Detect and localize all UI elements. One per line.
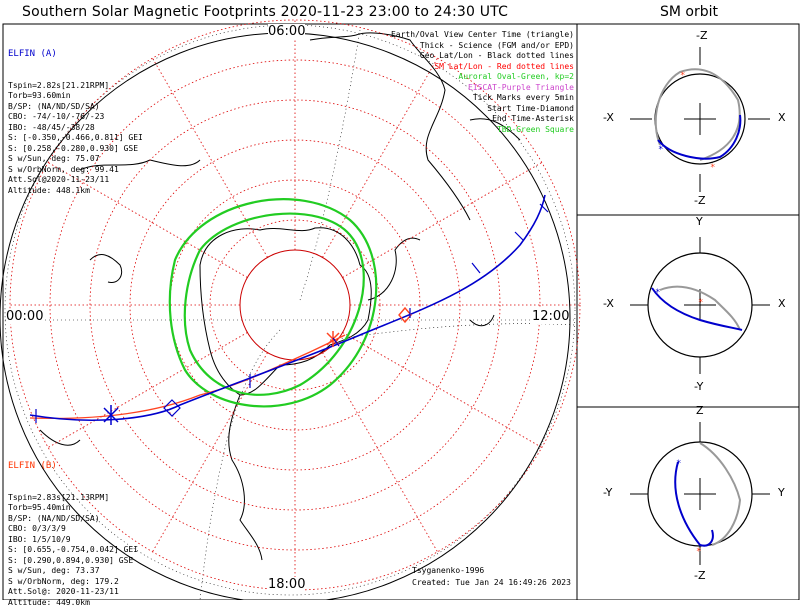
elfin-a-info-line: Altitude: 448.1km <box>8 186 143 197</box>
orbit-axis-left: -Y <box>603 486 612 499</box>
orbit-axis-right: X <box>778 297 786 310</box>
elfin-b-info-line: CBO: 0/3/3/9 <box>8 524 138 535</box>
elfin-b-info: ELFIN (B) Tspin=2.83s[21.13RPM]Torb=95.4… <box>8 440 138 608</box>
elfin-b-info-line: Altitude: 449.0km <box>8 598 138 608</box>
svg-text:*: * <box>696 547 701 557</box>
svg-text:*: * <box>658 145 663 155</box>
model-note: Tsyganenko-1996 <box>412 566 484 575</box>
orbit-panel-xz: * * * <box>630 47 770 192</box>
orbit-panel-xy: ** <box>630 237 770 374</box>
auroral-oval <box>170 199 376 406</box>
elfin-a-info-line: S: [-0.350,-0.466,0.811] GEI <box>8 133 143 144</box>
elfin-b-info-line: S w/OrbNorm, deg: 179.2 <box>8 577 138 588</box>
orbit-axis-right: X <box>778 111 786 124</box>
elfin-a-track <box>30 195 545 420</box>
legend-item: End Time-Asterisk <box>391 114 574 125</box>
elfin-b-info-line: S: [0.655,-0.754,0.042] GEI <box>8 545 138 556</box>
elfin-b-info-line: Torb=95.40min <box>8 503 138 514</box>
elfin-b-info-line: IBO: 1/5/10/9 <box>8 535 138 546</box>
orbit-axis-left: -X <box>603 297 614 310</box>
legend-item: Thick - Science (FGM and/or EPD) <box>391 41 574 52</box>
elfin-a-info-line: S: [0.258,-0.280,0.930] GSE <box>8 144 143 155</box>
elfin-a-info-line: IBO: -48/45/-38/28 <box>8 123 143 134</box>
orbit-axis-bottom: -Z <box>694 194 706 207</box>
legend-item: Auroral Oval-Green, kp=2 <box>391 72 574 83</box>
elfin-a-info-line: Att.Sol@2020-11-23/11 <box>8 175 143 186</box>
elfin-a-info-line: Torb=93.60min <box>8 91 143 102</box>
time-label-left: 00:00 <box>6 309 43 324</box>
elfin-b-info-line: S w/Sun, deg: 73.37 <box>8 566 138 577</box>
legend-item: Earth/Oval View Center Time (triangle) <box>391 30 574 41</box>
elfin-b-info-line: S: [0.290,0.894,0.930] GSE <box>8 556 138 567</box>
time-label-top: 06:00 <box>268 24 305 39</box>
legend: Earth/Oval View Center Time (triangle)Th… <box>391 30 574 135</box>
figure-title: Southern Solar Magnetic Footprints 2020-… <box>22 4 508 20</box>
elfin-a-info-line: B/SP: (NA/ND/SD/SA) <box>8 102 143 113</box>
elfin-b-info-line: Tspin=2.83s[21.13RPM] <box>8 493 138 504</box>
orbit-axis-bottom: -Z <box>694 569 706 582</box>
elfin-b-info-line: B/SP: (NA/ND/SD/SA) <box>8 514 138 525</box>
orbit-axis-top: Z <box>696 404 704 417</box>
legend-item: TBD-Green Square <box>391 125 574 136</box>
legend-item: Geo Lat/Lon - Black dotted lines <box>391 51 574 62</box>
orbit-title: SM orbit <box>660 4 718 20</box>
svg-text:*: * <box>680 71 685 81</box>
elfin-a-info-line: S w/OrbNorm, deg: 99.41 <box>8 165 143 176</box>
svg-text:*: * <box>676 459 681 469</box>
elfin-b-track <box>30 335 345 418</box>
orbit-axis-right: Y <box>778 486 785 499</box>
elfin-b-header: ELFIN (B) <box>8 461 138 472</box>
elfin-a-info-line: Tspin=2.82s[21.21RPM] <box>8 81 143 92</box>
orbit-axis-top: Y <box>696 215 703 228</box>
orbit-axis-bottom: -Y <box>694 380 703 393</box>
elfin-a-info-line: S w/Sun, deg: 75.07 <box>8 154 143 165</box>
legend-item: EISCAT-Purple Triangle <box>391 83 574 94</box>
svg-text:*: * <box>698 298 703 308</box>
legend-item: SM Lat/Lon - Red dotted lines <box>391 62 574 73</box>
legend-item: Tick Marks every 5min <box>391 93 574 104</box>
elfin-a-header: ELFIN (A) <box>8 49 143 60</box>
time-label-right: 12:00 <box>532 309 569 324</box>
elfin-b-info-line: Att.Sol@: 2020-11-23/11 <box>8 587 138 598</box>
svg-text:*: * <box>710 163 715 173</box>
orbit-axis-left: -X <box>603 111 614 124</box>
legend-item: Start Time-Diamond <box>391 104 574 115</box>
elfin-a-info-line: CBO: -74/-10/-76/-23 <box>8 112 143 123</box>
created-note: Created: Tue Jan 24 16:49:26 2023 <box>412 578 571 587</box>
orbit-panel-yz: ** <box>630 422 770 565</box>
svg-text:*: * <box>655 288 660 298</box>
orbit-axis-top: -Z <box>696 29 708 42</box>
elfin-a-info: ELFIN (A) Tspin=2.82s[21.21RPM]Torb=93.6… <box>8 28 143 196</box>
time-label-bottom: 18:00 <box>268 577 305 592</box>
